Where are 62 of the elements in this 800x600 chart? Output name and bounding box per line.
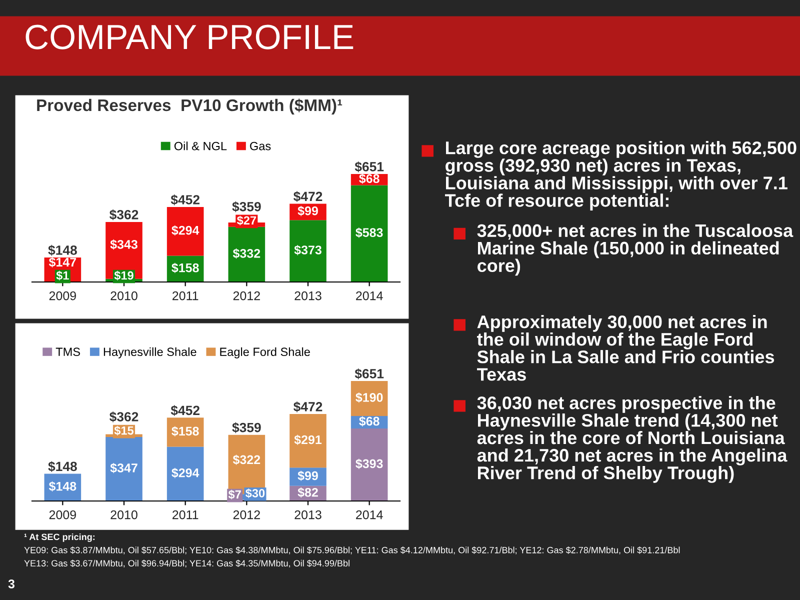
total-label: $651 xyxy=(354,161,384,172)
data-label: $99 xyxy=(298,470,318,481)
legend-label: TMS xyxy=(56,348,80,356)
x-tick-label: 2013 xyxy=(294,291,322,300)
x-tick-label: 2014 xyxy=(356,291,383,300)
data-label: $343 xyxy=(110,239,138,250)
x-tick-label: 2009 xyxy=(49,291,76,300)
text: YE13: Gas $3.67/MMbtu, Oil $96.94/Bbl; YE14: Gas $4.35/MMbtu, Oil $94.99/Bbl xyxy=(24,560,350,568)
data-label: $393 xyxy=(356,458,383,469)
total-label: $148 xyxy=(48,244,77,256)
legend-label: Haynesville Shale xyxy=(104,347,196,358)
text: COMPANY PROFILE xyxy=(26,24,354,50)
data-label: $158 xyxy=(172,426,199,436)
data-label: $158 xyxy=(172,262,199,274)
x-tick-label: 2010 xyxy=(110,510,138,520)
total-label: $148 xyxy=(48,461,77,472)
data-label: $1 xyxy=(56,270,69,280)
total-label: $472 xyxy=(294,401,322,412)
text: Approximately 30,000 net acres in the oil window of the Eagle Ford Shale in La Salle and Frio counties Texas xyxy=(477,315,774,381)
text: Large core acreage position with 562,500 gross (392,930 net) acres in Texas, Louisiana and Mississippi, with over 7.1 Tcfe of resource potential: xyxy=(445,141,796,210)
data-label: $294 xyxy=(172,225,200,236)
chart-title: Proved Reserves PV10 Growth ($MM)¹ xyxy=(37,98,342,114)
data-label: $190 xyxy=(356,392,383,403)
data-label: $15 xyxy=(114,426,134,436)
x-tick-label: 2012 xyxy=(233,291,260,300)
text: 325,000+ net acres in the Tuscaloosa Marine Shale (150,000 in delineated core) xyxy=(477,224,794,276)
data-label: $373 xyxy=(294,245,322,256)
legend-label: Eagle Ford Shale xyxy=(220,347,310,358)
text: YE09: Gas $3.87/MMbtu, Oil $57.65/Bbl; YE10: Gas $4.38/MMbtu, Oil $75.96/Bbl; YE11: Gas $4.12/MMbtu, Oil $92.71/Bbl; YE12: Gas $2.78/MMbtu, Oil $91.21/Bbl xyxy=(24,546,680,554)
data-label: $99 xyxy=(298,206,318,216)
data-label: $147 xyxy=(48,257,76,268)
x-tick-label: 2011 xyxy=(172,510,198,520)
data-label: $68 xyxy=(359,416,380,426)
text: ¹ At SEC pricing: xyxy=(24,533,95,542)
total-label: $362 xyxy=(110,209,138,220)
total-label: $362 xyxy=(110,412,138,422)
text: 3 xyxy=(8,580,14,588)
legend-label: Gas xyxy=(250,142,271,150)
data-label: $68 xyxy=(359,174,380,184)
total-label: $472 xyxy=(294,191,322,202)
total-label: $452 xyxy=(170,405,200,416)
x-tick-label: 2010 xyxy=(110,291,138,300)
x-tick-label: 2009 xyxy=(49,510,76,520)
data-label: $332 xyxy=(232,248,260,259)
total-label: $359 xyxy=(232,201,261,212)
data-label: $148 xyxy=(48,481,76,492)
data-label: $347 xyxy=(110,462,138,474)
legend-label: Oil & NGL xyxy=(174,142,227,150)
x-tick-label: 2012 xyxy=(233,510,260,520)
x-tick-label: 2013 xyxy=(294,510,322,520)
total-label: $452 xyxy=(170,194,200,206)
x-tick-label: 2014 xyxy=(356,510,383,520)
x-tick-label: 2011 xyxy=(172,291,198,300)
data-label: $583 xyxy=(356,228,383,238)
text: 36,030 net acres prospective in the Haynesville Shale trend (14,300 net acres in the core of North Louisiana and 21,730 net acres in the Angelina River Trend of Shelby Trough) xyxy=(477,396,788,483)
data-label: $294 xyxy=(172,468,200,478)
total-label: $359 xyxy=(232,422,261,434)
data-label: $322 xyxy=(232,454,260,465)
data-label: $291 xyxy=(294,434,322,445)
data-label: $82 xyxy=(298,487,318,498)
data-label: $19 xyxy=(114,270,134,280)
total-label: $651 xyxy=(354,368,384,380)
